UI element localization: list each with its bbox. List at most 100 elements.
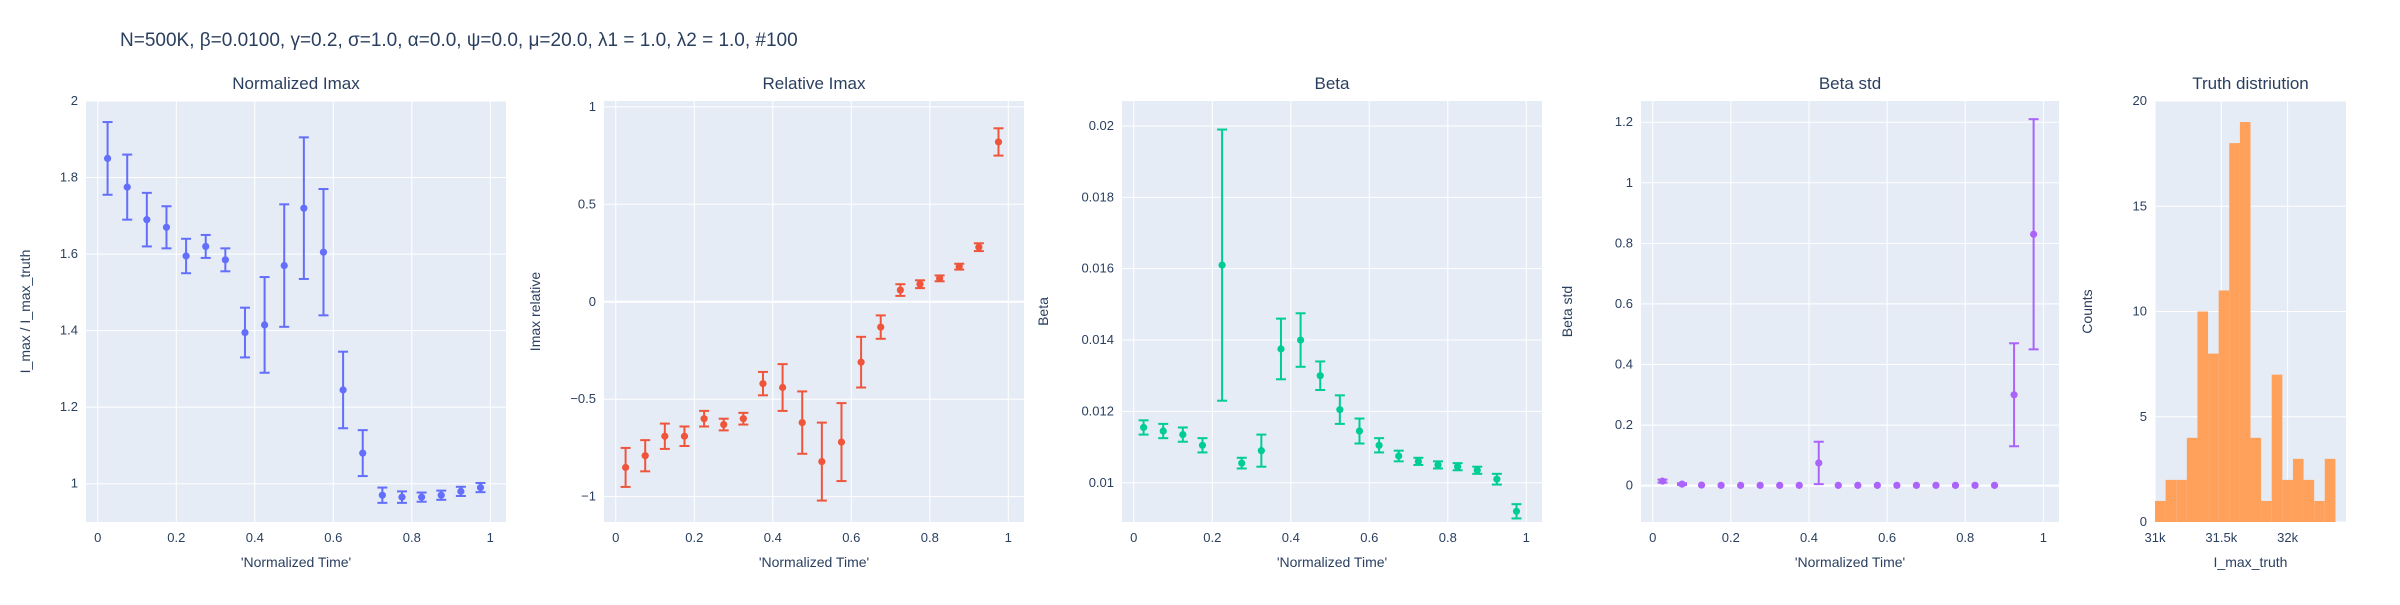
data-point: [1257, 447, 1265, 455]
x-tick-label: 1: [2040, 530, 2047, 545]
y-axis-title: Beta: [1035, 297, 1051, 326]
histogram-bar: [2218, 290, 2230, 522]
y-tick-label: 20: [2133, 93, 2147, 108]
histogram-bar: [2229, 143, 2240, 522]
data-point: [661, 432, 669, 440]
y-tick-label: −0.5: [570, 391, 596, 406]
data-point: [123, 183, 131, 191]
data-point: [280, 261, 288, 270]
data-point: [162, 223, 171, 231]
x-tick-label: 1: [1523, 530, 1530, 545]
y-tick-label: 0.5: [578, 196, 596, 211]
y-tick-label: 5: [2140, 409, 2147, 424]
data-point: [680, 432, 689, 440]
data-point: [1414, 457, 1422, 465]
y-tick-label: −1: [581, 489, 596, 504]
data-point: [2010, 391, 2018, 399]
y-tick-label: 10: [2133, 304, 2147, 319]
x-tick-label: 0.2: [167, 530, 185, 545]
x-tick-label: 0.6: [1360, 530, 1378, 545]
x-tick-label: 0: [1130, 530, 1137, 545]
data-point: [896, 286, 904, 294]
x-tick-label: 0.6: [324, 530, 342, 545]
y-tick-label: 2: [71, 93, 78, 108]
x-tick-label: 31k: [2145, 530, 2166, 545]
y-tick-label: 0.014: [1081, 332, 1114, 347]
x-tick-label: 32k: [2277, 530, 2298, 545]
y-axis-title: I_max / I_max_truth: [17, 250, 33, 374]
y-axis-title: Beta std: [1559, 286, 1575, 337]
x-tick-label: 0.8: [1956, 530, 1974, 545]
subplot-title: Beta: [1315, 74, 1351, 93]
plot-area-2: [604, 101, 1024, 522]
x-tick-label: 0.8: [403, 530, 421, 545]
data-point: [1854, 481, 1862, 489]
data-point: [1355, 427, 1364, 435]
x-tick-label: 0.4: [1800, 530, 1818, 545]
data-point: [1238, 459, 1246, 467]
histogram-bar: [2292, 458, 2304, 522]
y-tick-label: 1.8: [60, 170, 78, 185]
plot-area-4: [1641, 101, 2059, 522]
histogram-bar: [2208, 353, 2219, 522]
data-point: [1893, 481, 1901, 489]
subplot-title: Normalized Imax: [232, 74, 360, 93]
data-point: [1454, 463, 1462, 471]
y-tick-label: 1.2: [60, 399, 78, 414]
data-point: [1434, 461, 1442, 469]
data-point: [720, 420, 728, 429]
x-axis-title: 'Normalized Time': [241, 554, 351, 570]
x-tick-label: 0.6: [1878, 530, 1896, 545]
histogram-bar: [2197, 311, 2209, 522]
data-point: [1179, 430, 1187, 439]
y-tick-label: 1.6: [60, 246, 78, 261]
y-tick-label: 1: [71, 476, 78, 491]
data-point: [241, 328, 249, 337]
data-point: [837, 438, 846, 446]
data-point: [437, 491, 445, 499]
data-point: [857, 358, 865, 366]
data-point: [739, 415, 747, 423]
data-point: [1737, 481, 1745, 489]
y-tick-label: 0: [2140, 514, 2147, 529]
data-point: [1815, 459, 1823, 467]
x-tick-label: 0.8: [921, 530, 939, 545]
x-tick-label: 0: [1649, 530, 1656, 545]
y-tick-label: 1: [589, 99, 596, 114]
y-tick-label: 0.018: [1081, 189, 1114, 204]
data-point: [818, 457, 826, 466]
y-tick-label: 0.02: [1089, 118, 1114, 133]
data-point: [182, 252, 190, 260]
data-point: [1873, 481, 1881, 489]
data-point: [1971, 481, 1979, 489]
subplot-title: Relative Imax: [763, 74, 866, 93]
x-axis-title: 'Normalized Time': [1277, 554, 1387, 570]
data-point: [103, 154, 112, 163]
y-axis-title: Imax relative: [527, 272, 543, 352]
data-point: [778, 383, 787, 392]
data-point: [1395, 452, 1403, 460]
x-tick-label: 0: [94, 530, 101, 545]
data-point: [641, 452, 649, 460]
data-point: [975, 243, 983, 251]
data-point: [955, 263, 963, 271]
x-tick-label: 0.4: [246, 530, 264, 545]
data-point: [1375, 441, 1383, 449]
subplot-title: Beta std: [1819, 74, 1881, 93]
data-point: [1139, 423, 1148, 432]
y-tick-label: 1.4: [60, 323, 78, 338]
data-point: [260, 321, 269, 329]
data-point: [418, 493, 426, 501]
histogram-bar: [2239, 122, 2251, 523]
data-point: [1296, 336, 1305, 344]
data-point: [300, 204, 308, 212]
data-point: [1834, 481, 1842, 489]
data-point: [359, 449, 367, 457]
data-point: [798, 418, 806, 427]
y-tick-label: 0.01: [1089, 475, 1114, 490]
plot-area-3: [1122, 101, 1542, 522]
histogram-bar: [2314, 500, 2325, 522]
data-point: [319, 248, 328, 256]
